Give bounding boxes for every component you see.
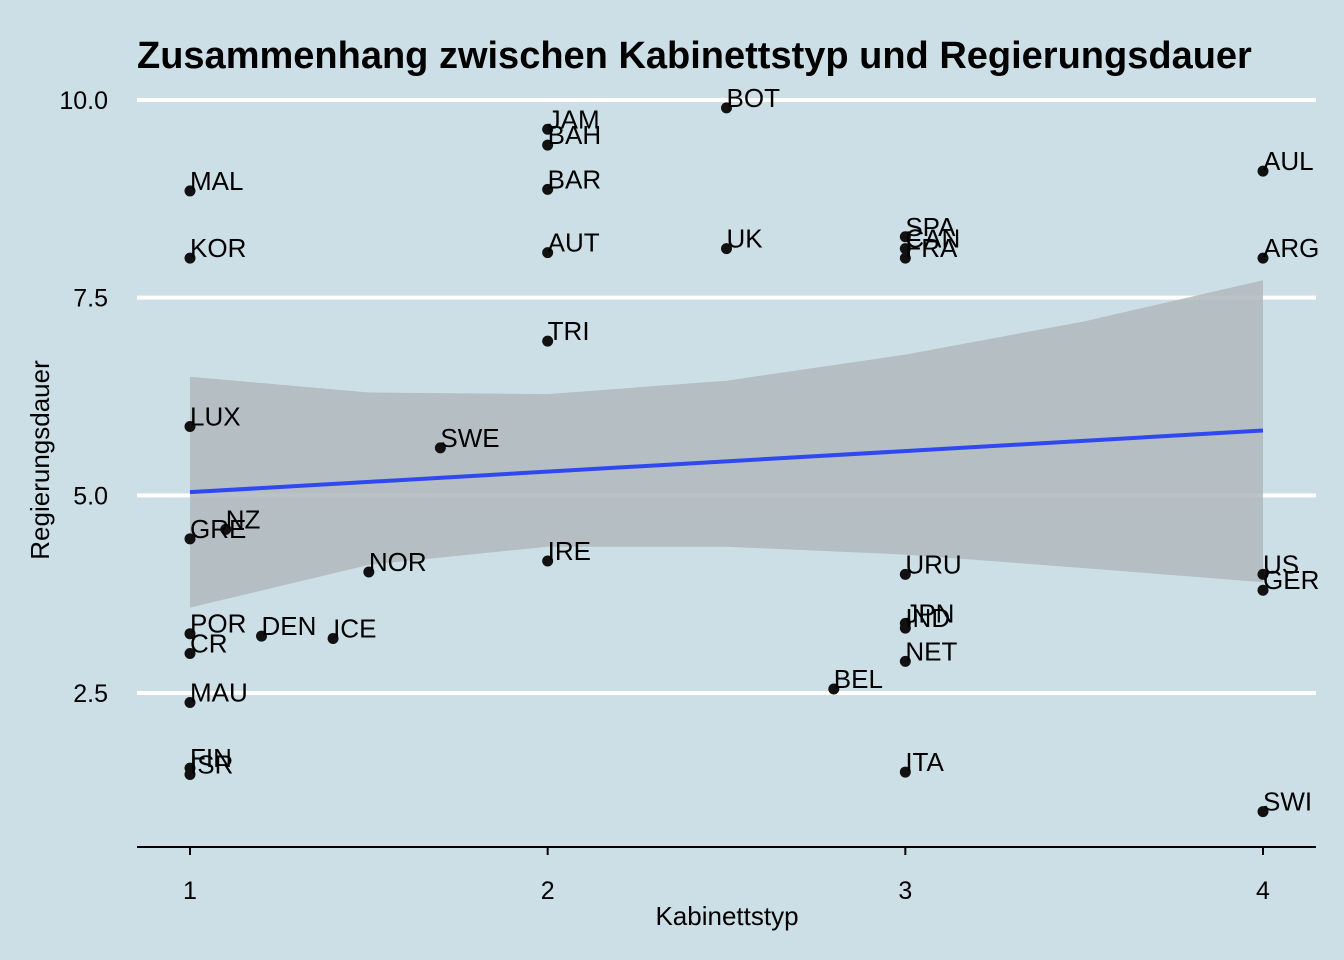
point-label: DEN (262, 611, 317, 641)
point-label: GRE (190, 514, 246, 544)
point-label: URU (905, 549, 961, 579)
data-point (899, 655, 911, 667)
data-point (184, 628, 196, 640)
data-points (184, 102, 1269, 818)
point-label: BOT (727, 83, 781, 113)
x-tick-label: 3 (898, 877, 912, 905)
data-point (220, 523, 232, 535)
point-label: CAN (905, 224, 960, 254)
data-point (1257, 165, 1269, 177)
confidence-band-layer (190, 280, 1263, 608)
point-label: ICE (333, 613, 376, 643)
point-label: BAH (548, 120, 601, 150)
point-label: NZ (226, 504, 261, 534)
data-point (1257, 584, 1269, 596)
point-label: IND (905, 603, 950, 633)
data-point (1257, 806, 1269, 818)
chart-title: Zusammenhang zwischen Kabinettstyp und R… (137, 35, 1252, 77)
data-point (542, 139, 554, 151)
data-point (184, 533, 196, 545)
point-label: BAR (548, 164, 601, 194)
point-label: TRI (548, 316, 590, 346)
data-point (542, 183, 554, 195)
point-label: FRA (905, 233, 958, 263)
point-label: JAM (548, 104, 600, 134)
data-point (434, 442, 446, 454)
point-label: ISR (190, 749, 233, 779)
data-point (721, 243, 732, 255)
point-label: GER (1263, 565, 1319, 595)
point-label: NOR (369, 547, 427, 577)
data-point (542, 123, 554, 135)
point-label: AUL (1263, 146, 1314, 176)
axes: 2.5 5.0 7.5 10.0 1 2 3 4 (59, 87, 1316, 905)
point-label: IRE (548, 536, 591, 566)
point-label: MAU (190, 677, 248, 707)
x-tick-label: 4 (1256, 877, 1270, 905)
point-label: FIN (190, 743, 232, 773)
x-axis-title: Kabinettstyp (655, 901, 798, 931)
data-point (899, 766, 911, 778)
x-tick-label: 1 (183, 877, 197, 905)
point-label: US (1263, 549, 1299, 579)
y-axis-title: Regierungsdauer (25, 360, 55, 560)
point-label: NET (905, 636, 957, 666)
data-point (542, 247, 554, 259)
point-label: SWI (1263, 787, 1312, 817)
data-point (184, 421, 196, 433)
point-label: JPN (905, 598, 954, 628)
y-tick-label: 2.5 (73, 680, 108, 708)
y-tick-label: 10.0 (59, 87, 108, 115)
point-label: POR (190, 609, 246, 639)
y-tick-label: 5.0 (73, 482, 108, 510)
data-point (899, 622, 911, 634)
y-tick-label: 7.5 (73, 285, 108, 313)
point-label: KOR (190, 233, 246, 263)
point-label: MAL (190, 166, 243, 196)
data-point (327, 632, 339, 644)
data-point (899, 252, 911, 264)
data-point (184, 696, 196, 708)
data-point (363, 566, 375, 578)
data-point (899, 568, 911, 580)
regression-line-layer (189, 428, 1264, 495)
data-point (899, 231, 911, 243)
confidence-band (190, 280, 1263, 608)
data-point (1257, 568, 1269, 580)
regression-line (189, 428, 1264, 495)
data-point (542, 335, 554, 347)
x-tick-label: 2 (541, 877, 555, 905)
data-point (184, 185, 196, 197)
point-label: LUX (190, 402, 241, 432)
point-label: ARG (1263, 233, 1319, 263)
point-label: CR (190, 628, 228, 658)
data-point (184, 252, 196, 264)
data-point (184, 647, 196, 659)
data-point (899, 243, 911, 255)
data-point (256, 630, 268, 642)
data-point (721, 102, 732, 114)
point-label: ITA (905, 747, 944, 777)
data-point (828, 683, 840, 695)
data-point (1257, 252, 1269, 264)
point-label: UK (727, 224, 764, 254)
point-label: SWE (440, 423, 499, 453)
data-point (542, 555, 554, 567)
point-label: SPA (905, 212, 956, 242)
point-label: AUT (548, 228, 600, 258)
point-label: BEL (834, 664, 883, 694)
data-point (184, 768, 196, 780)
